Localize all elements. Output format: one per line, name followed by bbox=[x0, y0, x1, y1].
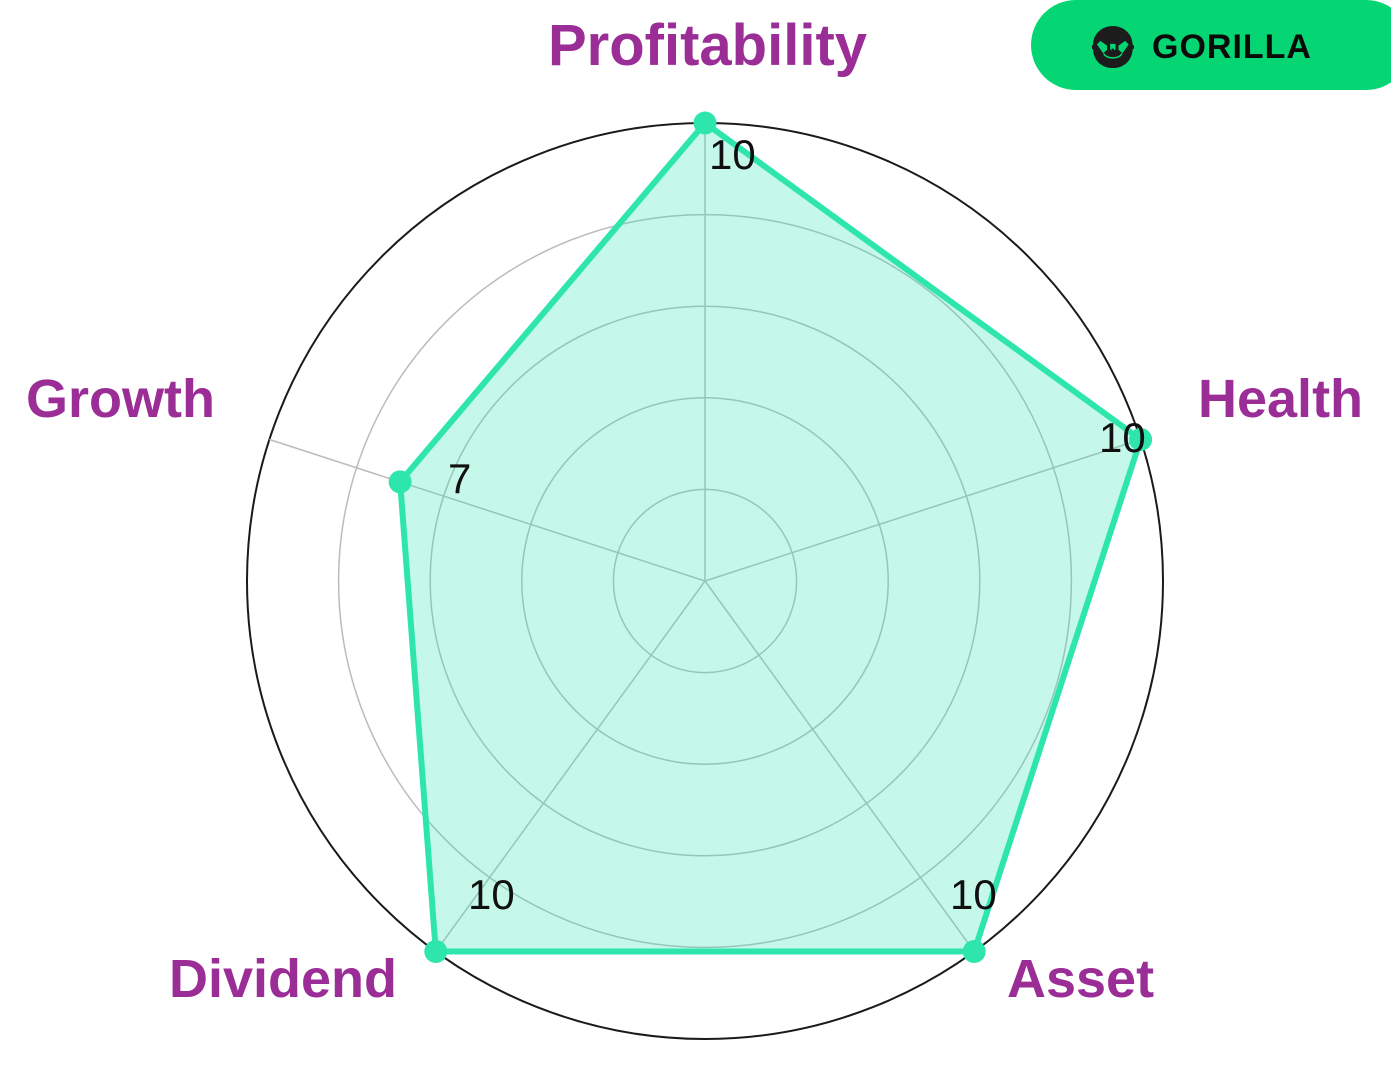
svg-text:10: 10 bbox=[709, 131, 756, 178]
svg-text:7: 7 bbox=[448, 455, 471, 502]
svg-text:10: 10 bbox=[1099, 414, 1146, 461]
svg-text:10: 10 bbox=[468, 871, 515, 918]
svg-text:10: 10 bbox=[950, 871, 997, 918]
